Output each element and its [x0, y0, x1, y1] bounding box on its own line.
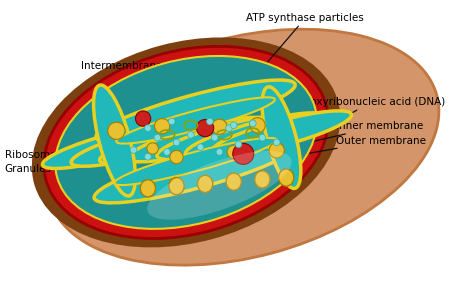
Text: Cristae: Cristae [67, 126, 113, 145]
Ellipse shape [173, 139, 180, 146]
Text: Outer membrane: Outer membrane [301, 136, 426, 155]
Ellipse shape [227, 145, 240, 159]
Ellipse shape [230, 122, 237, 129]
Ellipse shape [197, 120, 214, 137]
Ellipse shape [211, 134, 218, 141]
Ellipse shape [154, 134, 161, 141]
Ellipse shape [147, 143, 158, 154]
Ellipse shape [116, 97, 275, 144]
Text: Inner membrane: Inner membrane [296, 121, 423, 145]
Ellipse shape [55, 56, 317, 229]
Ellipse shape [32, 37, 340, 247]
Ellipse shape [197, 144, 204, 150]
Ellipse shape [147, 151, 292, 220]
Ellipse shape [130, 147, 137, 153]
Ellipse shape [96, 80, 295, 142]
Ellipse shape [255, 171, 270, 188]
Ellipse shape [250, 118, 265, 133]
Ellipse shape [259, 134, 266, 141]
Ellipse shape [145, 125, 151, 131]
Ellipse shape [100, 120, 240, 164]
Ellipse shape [108, 122, 125, 140]
Ellipse shape [226, 125, 232, 131]
Ellipse shape [93, 85, 136, 196]
Ellipse shape [71, 122, 211, 166]
Ellipse shape [269, 143, 284, 158]
Ellipse shape [235, 141, 242, 148]
Ellipse shape [157, 115, 297, 159]
Ellipse shape [216, 149, 223, 155]
Ellipse shape [128, 117, 269, 162]
Text: Granules: Granules [5, 164, 100, 174]
Text: Ribosome: Ribosome [5, 150, 103, 160]
Ellipse shape [170, 150, 183, 164]
Ellipse shape [94, 139, 297, 203]
Ellipse shape [186, 113, 326, 157]
Text: ATP synthase particles: ATP synthase particles [229, 13, 364, 107]
Ellipse shape [212, 119, 227, 134]
Ellipse shape [169, 178, 184, 195]
Text: Deoxyribonucleic acid (DNA): Deoxyribonucleic acid (DNA) [229, 97, 445, 183]
Ellipse shape [43, 124, 182, 169]
Ellipse shape [168, 118, 175, 125]
Ellipse shape [226, 173, 241, 190]
Ellipse shape [48, 29, 439, 265]
Ellipse shape [207, 118, 213, 125]
Ellipse shape [145, 153, 151, 160]
Ellipse shape [233, 143, 254, 164]
Ellipse shape [279, 169, 294, 186]
Ellipse shape [136, 111, 151, 126]
Ellipse shape [188, 131, 194, 138]
Ellipse shape [164, 149, 170, 155]
Ellipse shape [211, 111, 352, 155]
Ellipse shape [140, 180, 155, 197]
Text: Intermembrane space: Intermembrane space [81, 61, 196, 112]
Ellipse shape [198, 175, 213, 192]
Text: Matrix: Matrix [151, 80, 196, 126]
Ellipse shape [155, 118, 170, 134]
Ellipse shape [44, 46, 328, 239]
Ellipse shape [262, 87, 301, 188]
Ellipse shape [114, 138, 277, 185]
Ellipse shape [249, 120, 256, 127]
Ellipse shape [273, 139, 280, 146]
